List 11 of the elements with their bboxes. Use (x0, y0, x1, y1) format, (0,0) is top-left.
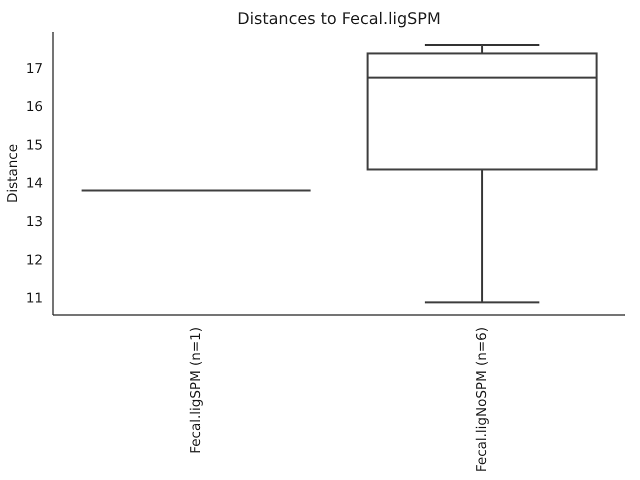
y-tick-label: 16 (26, 99, 43, 116)
y-tick-label: 14 (26, 176, 43, 192)
x-tick-label: Fecal.ligSPM (n=1) (188, 327, 204, 454)
y-axis-title: Distance (5, 144, 21, 204)
y-tick-label: 13 (26, 214, 43, 230)
y-tick-label: 17 (26, 60, 43, 77)
chart-title: Distances to Fecal.ligSPM (236, 8, 442, 30)
y-tick-label: 15 (26, 137, 43, 154)
y-tick-label: 12 (26, 252, 43, 268)
y-tick-label: 11 (26, 290, 43, 307)
x-tick-label: Fecal.ligNoSPM (n=6) (474, 327, 490, 472)
